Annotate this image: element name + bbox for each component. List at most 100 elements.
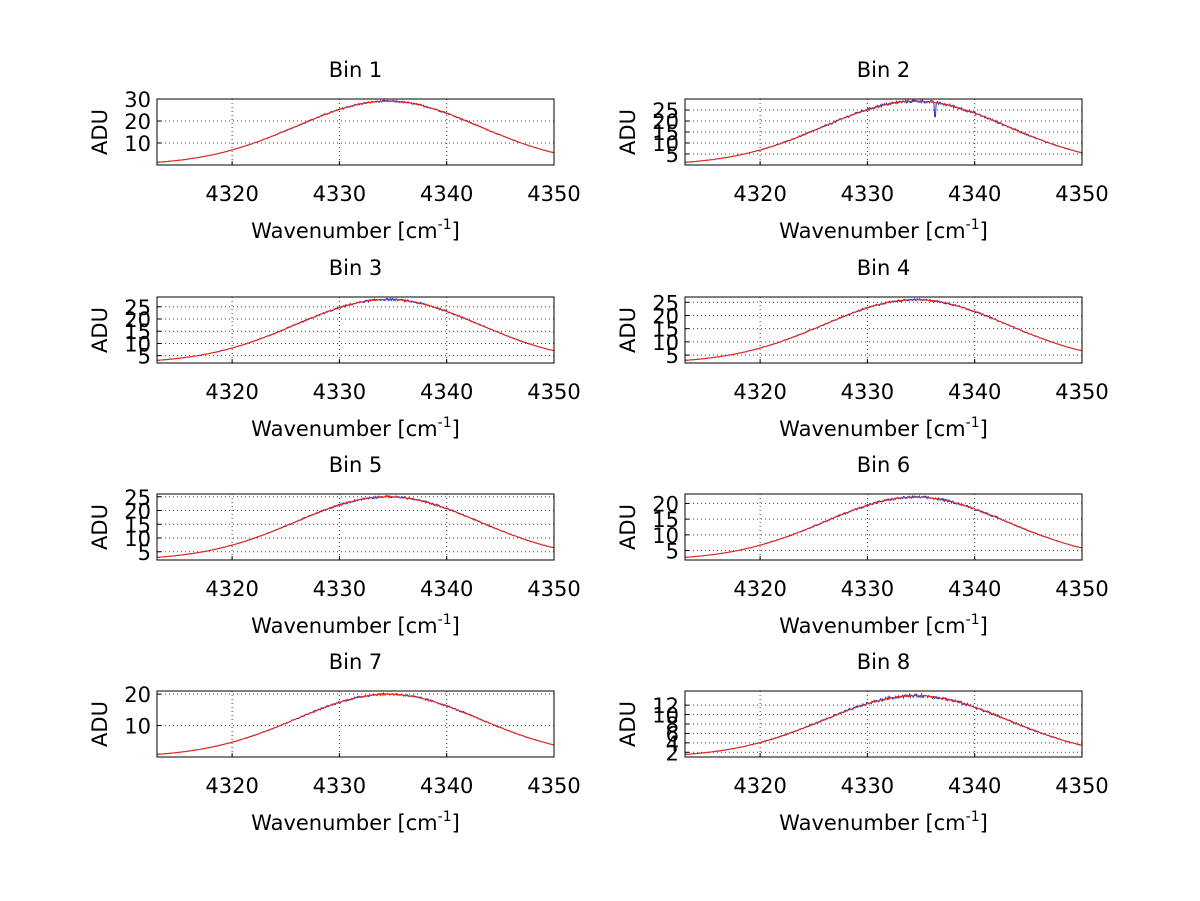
- x-axis-label: Wavenumber [cm-1]: [779, 809, 988, 835]
- series-fit-line: [156, 495, 555, 558]
- subplot-title: Bin 7: [329, 650, 383, 674]
- y-tick-label: 10: [124, 332, 151, 356]
- y-tick-label: 4: [666, 732, 679, 756]
- x-tick-label: 4330: [313, 380, 366, 404]
- series-data-line: [157, 99, 555, 163]
- y-tick-label: 20: [652, 110, 679, 134]
- y-tick-label: 20: [124, 110, 151, 134]
- subplot-title: Bin 5: [329, 453, 383, 477]
- x-tick-label: 4320: [733, 182, 786, 206]
- subplot-title: Bin 4: [857, 256, 911, 280]
- x-tick-label: 4350: [527, 774, 580, 798]
- y-axis-label: ADU: [88, 109, 112, 155]
- x-tick-label: 4330: [313, 577, 366, 601]
- x-tick-label: 4320: [205, 380, 258, 404]
- axes-frame: [684, 296, 1083, 364]
- y-axis-label: ADU: [88, 504, 112, 550]
- y-tick-label: 5: [666, 540, 679, 564]
- axes-frame: [156, 296, 555, 364]
- y-tick-label: 25: [652, 291, 679, 315]
- x-tick-label: 4340: [420, 182, 473, 206]
- y-tick-label: 20: [652, 492, 679, 516]
- x-tick-label: 4350: [527, 182, 580, 206]
- y-tick-label: 5: [138, 541, 151, 565]
- x-tick-label: 4350: [527, 380, 580, 404]
- x-tick-label: 4350: [1055, 182, 1108, 206]
- subplot-title: Bin 6: [857, 453, 911, 477]
- y-tick-label: 10: [652, 331, 679, 355]
- x-axis-label: Wavenumber [cm-1]: [779, 612, 988, 638]
- y-tick-label: 8: [666, 713, 679, 737]
- series-fit-line: [156, 693, 555, 755]
- y-axis-label: ADU: [616, 307, 640, 353]
- y-axis-label: ADU: [616, 504, 640, 550]
- y-tick-label: 15: [124, 513, 151, 537]
- x-tick-label: 4330: [313, 182, 366, 206]
- x-tick-label: 4350: [1055, 577, 1108, 601]
- x-axis-label: Wavenumber [cm-1]: [779, 217, 988, 243]
- y-tick-label: 5: [138, 345, 151, 369]
- x-axis-label: Wavenumber [cm-1]: [251, 415, 460, 441]
- series-fit-line: [684, 496, 1083, 558]
- series-fit-line: [157, 100, 555, 163]
- y-tick-label: 20: [124, 308, 151, 332]
- series-data-line: [684, 692, 1083, 755]
- y-tick-label: 20: [652, 304, 679, 328]
- x-tick-label: 4350: [1055, 774, 1108, 798]
- y-tick-label: 15: [652, 121, 679, 145]
- series-fit-line: [685, 298, 1083, 361]
- y-tick-label: 2: [666, 741, 679, 765]
- y-tick-label: 10: [124, 527, 151, 551]
- x-tick-label: 4320: [205, 577, 258, 601]
- y-tick-label: 10: [652, 132, 679, 156]
- subplot-bin-7: Bin 7 4320 4330 4340 4350 10 20 Wavenumber [cm-…: [88, 650, 581, 835]
- y-tick-label: 25: [124, 296, 151, 320]
- x-axis-label: Wavenumber [cm-1]: [251, 217, 460, 243]
- y-tick-label: 25: [124, 486, 151, 510]
- y-tick-label: 20: [124, 683, 151, 707]
- y-tick-label: 10: [124, 132, 151, 156]
- x-tick-label: 4340: [420, 380, 473, 404]
- y-tick-label: 15: [652, 318, 679, 342]
- x-tick-label: 4350: [1055, 380, 1108, 404]
- x-tick-label: 4340: [420, 774, 473, 798]
- axes-frame: [156, 690, 555, 758]
- x-tick-label: 4320: [733, 577, 786, 601]
- x-axis-label: Wavenumber [cm-1]: [251, 612, 460, 638]
- y-axis-label: ADU: [88, 701, 112, 747]
- y-tick-label: 10: [652, 524, 679, 548]
- x-tick-label: 4330: [841, 577, 894, 601]
- series-data-line: [685, 494, 1083, 558]
- series-data-line: [156, 494, 554, 558]
- axes-frame: [156, 493, 555, 561]
- y-tick-label: 30: [124, 88, 151, 112]
- x-axis-label: Wavenumber [cm-1]: [779, 415, 988, 441]
- x-tick-label: 4340: [948, 774, 1001, 798]
- x-tick-label: 4320: [733, 774, 786, 798]
- y-tick-label: 20: [124, 500, 151, 524]
- x-tick-label: 4350: [527, 577, 580, 601]
- y-tick-label: 15: [124, 320, 151, 344]
- y-tick-label: 12: [652, 694, 679, 718]
- x-tick-label: 4340: [948, 577, 1001, 601]
- series-data-line: [684, 98, 1083, 163]
- x-tick-label: 4340: [420, 577, 473, 601]
- subplot-title: Bin 8: [857, 650, 911, 674]
- x-tick-label: 4320: [205, 774, 258, 798]
- y-tick-label: 6: [666, 722, 679, 746]
- axes-frame: [684, 690, 1083, 758]
- axes-frame: [684, 98, 1083, 166]
- series-fit-line: [156, 298, 555, 361]
- y-tick-label: 5: [666, 344, 679, 368]
- x-tick-label: 4320: [205, 182, 258, 206]
- x-axis-label: Wavenumber [cm-1]: [251, 809, 460, 835]
- y-axis-label: ADU: [616, 109, 640, 155]
